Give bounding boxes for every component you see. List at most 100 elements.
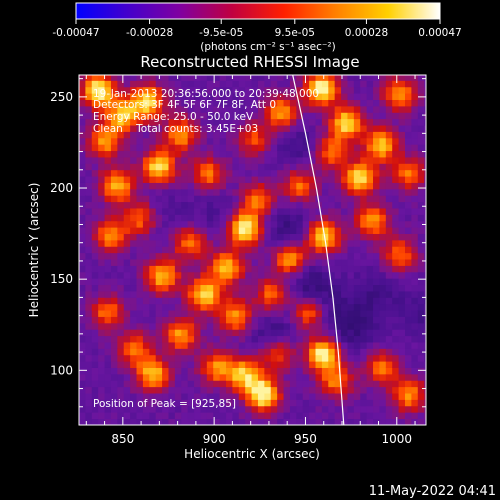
heatmap-cell [98, 399, 105, 407]
heatmap-cell [85, 354, 93, 362]
heatmap-cell [110, 86, 118, 94]
heatmap-cell [424, 354, 426, 362]
heatmap-cell [277, 405, 284, 413]
heatmap-cell [385, 367, 393, 375]
heatmap-cell [264, 399, 272, 407]
heatmap-cell [366, 393, 374, 400]
heatmap-cell [155, 322, 163, 330]
heatmap-cell [181, 75, 189, 81]
heatmap-cell [245, 227, 252, 234]
heatmap-cell [257, 157, 265, 164]
heatmap-cell [411, 208, 419, 215]
heatmap-cell [270, 150, 278, 158]
heatmap-cell [219, 284, 227, 292]
heatmap-cell [174, 208, 182, 215]
heatmap-cell [302, 386, 310, 394]
heatmap-cell [353, 246, 361, 254]
heatmap-cell [245, 118, 252, 126]
heatmap-cell [385, 342, 393, 349]
heatmap-cell [85, 316, 93, 324]
heatmap-cell [98, 246, 105, 254]
heatmap-cell [277, 291, 284, 298]
heatmap-cell [200, 239, 208, 247]
heatmap-cell [187, 348, 195, 356]
heatmap-cell [104, 316, 112, 324]
heatmap-cell [194, 188, 201, 196]
heatmap-cell [194, 176, 201, 183]
heatmap-cell [321, 322, 329, 330]
heatmap-cell [142, 163, 150, 171]
heatmap-cell [398, 233, 406, 241]
x-tick-label: 950 [294, 432, 317, 446]
heatmap-cell [219, 176, 227, 183]
heatmap-cell [206, 182, 214, 190]
heatmap-cell [411, 297, 419, 305]
heatmap-cell [302, 182, 310, 190]
heatmap-cell [264, 412, 272, 420]
heatmap-cell [277, 220, 284, 228]
heatmap-cell [226, 75, 233, 81]
heatmap-cell [142, 157, 150, 164]
heatmap-cell [155, 99, 163, 107]
heatmap-cell [142, 182, 150, 190]
heatmap-cell [91, 342, 99, 349]
heatmap-cell [149, 412, 157, 420]
heatmap-cell [379, 259, 387, 266]
heatmap-cell [277, 233, 284, 241]
heatmap-cell [226, 271, 233, 279]
heatmap-cell [277, 259, 284, 266]
heatmap-cell [79, 227, 86, 234]
heatmap-cell [142, 386, 150, 394]
heatmap-cell [85, 259, 93, 266]
heatmap-cell [245, 297, 252, 305]
heatmap-cell [411, 322, 419, 330]
heatmap-cell [219, 252, 227, 260]
heatmap-cell [104, 105, 112, 113]
heatmap-cell [411, 316, 419, 324]
heatmap-cell [296, 208, 304, 215]
heatmap-cell [270, 163, 278, 171]
heatmap-cell [392, 99, 399, 107]
heatmap-cell [366, 303, 374, 311]
heatmap-cell [379, 176, 387, 183]
heatmap-cell [162, 182, 169, 190]
heatmap-cell [213, 80, 221, 88]
heatmap-cell [187, 271, 195, 279]
heatmap-cell [277, 335, 284, 343]
heatmap-cell [187, 86, 195, 94]
heatmap-cell [219, 246, 227, 254]
heatmap-cell [168, 188, 176, 196]
heatmap-cell [110, 380, 118, 388]
heatmap-cell [226, 239, 233, 247]
heatmap-cell [366, 144, 374, 152]
heatmap-cell [373, 252, 380, 260]
heatmap-cell [200, 322, 208, 330]
heatmap-cell [373, 405, 380, 413]
heatmap-cell [123, 182, 131, 190]
heatmap-cell [130, 208, 137, 215]
heatmap-cell [398, 246, 406, 254]
heatmap-cell [264, 291, 272, 298]
heatmap-cell [181, 227, 189, 234]
heatmap-cell [257, 214, 265, 222]
heatmap-cell [411, 335, 419, 343]
heatmap-cell [424, 239, 426, 247]
heatmap-cell [334, 220, 342, 228]
heatmap-cell [315, 303, 323, 311]
heatmap-cell [206, 93, 214, 101]
heatmap-cell [142, 399, 150, 407]
heatmap-cell [168, 246, 176, 254]
heatmap-cell [296, 163, 304, 171]
heatmap-cell [187, 75, 195, 81]
heatmap-cell [213, 214, 221, 222]
heatmap-cell [110, 291, 118, 298]
heatmap-cell [385, 144, 393, 152]
heatmap-cell [200, 80, 208, 88]
heatmap-cell [360, 335, 368, 343]
heatmap-cell [270, 259, 278, 266]
y-tick-label: 250 [50, 90, 73, 104]
heatmap-cell [309, 329, 316, 337]
heatmap-cell [194, 252, 201, 260]
heatmap-cell [347, 335, 355, 343]
heatmap-cell [200, 348, 208, 356]
